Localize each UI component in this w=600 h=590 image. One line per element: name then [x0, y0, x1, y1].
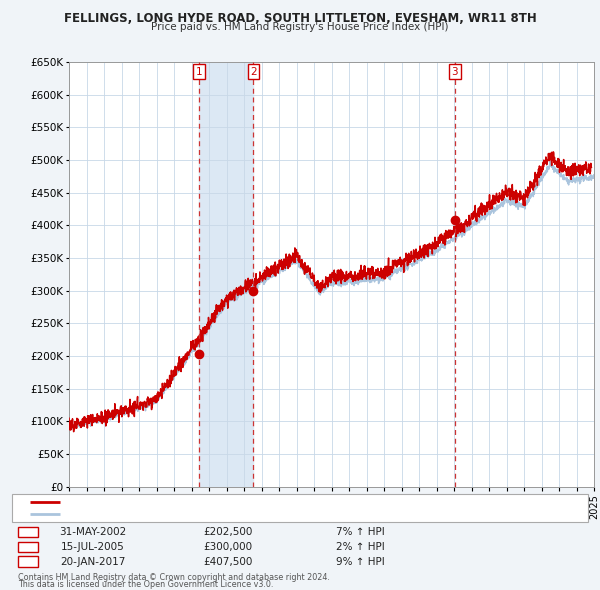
Text: 3: 3: [25, 557, 31, 566]
Text: 15-JUL-2005: 15-JUL-2005: [61, 542, 125, 552]
Text: 2: 2: [25, 542, 31, 552]
Text: FELLINGS, LONG HYDE ROAD, SOUTH LITTLETON, EVESHAM, WR11 8TH: FELLINGS, LONG HYDE ROAD, SOUTH LITTLETO…: [64, 12, 536, 25]
Text: 2% ↑ HPI: 2% ↑ HPI: [335, 542, 385, 552]
Text: 1: 1: [196, 67, 202, 77]
Text: 31-MAY-2002: 31-MAY-2002: [59, 527, 127, 537]
Text: This data is licensed under the Open Government Licence v3.0.: This data is licensed under the Open Gov…: [18, 579, 274, 589]
Bar: [199, 62, 253, 487]
Text: 1: 1: [25, 527, 31, 537]
Text: 7% ↑ HPI: 7% ↑ HPI: [335, 527, 385, 537]
Text: Price paid vs. HM Land Registry's House Price Index (HPI): Price paid vs. HM Land Registry's House …: [151, 22, 449, 32]
Text: Contains HM Land Registry data © Crown copyright and database right 2024.: Contains HM Land Registry data © Crown c…: [18, 572, 330, 582]
Text: £407,500: £407,500: [203, 557, 253, 566]
Text: HPI: Average price, detached house, Wychavon: HPI: Average price, detached house, Wych…: [69, 510, 283, 519]
Text: 20-JAN-2017: 20-JAN-2017: [61, 557, 125, 566]
Text: 9% ↑ HPI: 9% ↑ HPI: [335, 557, 385, 566]
Text: 2: 2: [250, 67, 257, 77]
Text: £300,000: £300,000: [203, 542, 253, 552]
Text: £202,500: £202,500: [203, 527, 253, 537]
Text: FELLINGS, LONG HYDE ROAD, SOUTH LITTLETON, EVESHAM, WR11 8TH (detached house: FELLINGS, LONG HYDE ROAD, SOUTH LITTLETO…: [69, 497, 469, 506]
Text: 3: 3: [452, 67, 458, 77]
